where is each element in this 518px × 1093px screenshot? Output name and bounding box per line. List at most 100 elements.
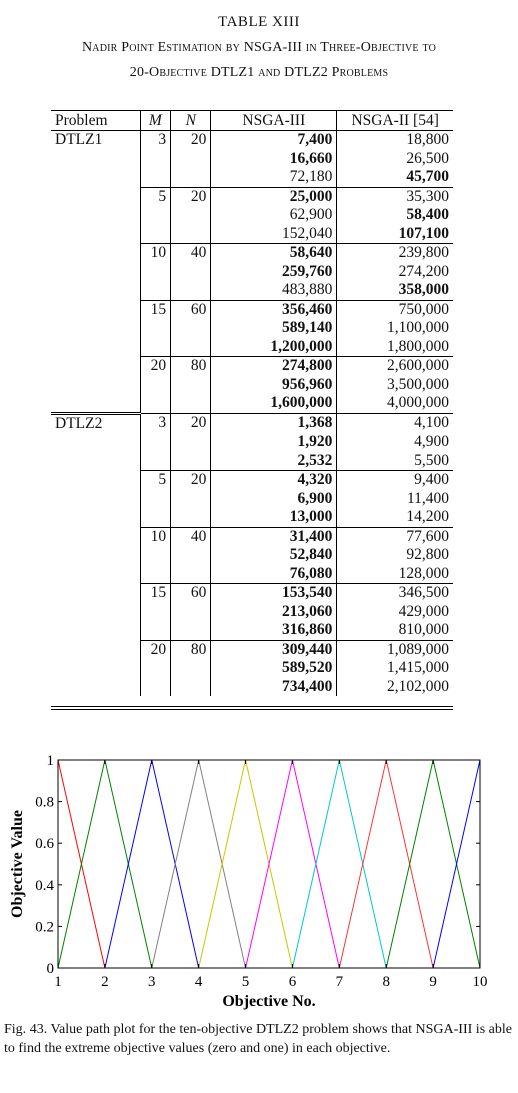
cell-n [170, 262, 211, 281]
cell-nsga2: 1,800,000 [336, 337, 453, 357]
table-row: 589,140 1,100,000 [51, 319, 453, 338]
cell-nsga3: 2,532 [210, 451, 337, 471]
cell-nsga3: 6,900 [210, 489, 337, 508]
value-path-chart: 1 2 3 4 5 6 7 8 9 10 0 0.2 0.4 0.6 0.8 1 Objective No. Ob… [0, 745, 518, 1015]
results-table: Problem M N NSGA-III NSGA-II [54] DTLZ1 3… [51, 110, 453, 696]
cell-nsga2: 9,400 [336, 470, 453, 490]
cell-nsga2: 45,700 [336, 168, 453, 187]
cell-n [170, 677, 211, 696]
cell-m [139, 262, 171, 281]
cell-problem [51, 433, 140, 452]
y-tick-label: 0.6 [35, 836, 54, 852]
cell-n [170, 149, 211, 168]
cell-m: 3 [139, 412, 171, 433]
cell-n: 60 [170, 299, 211, 319]
cell-m: 5 [139, 470, 171, 490]
table-row: 259,760 274,200 [51, 262, 453, 282]
cell-m [139, 319, 171, 338]
cell-problem [51, 263, 140, 282]
x-axis-label: Objective No. [222, 993, 315, 1010]
cell-problem [51, 338, 140, 357]
cell-m [139, 451, 171, 471]
table-row: 5 20 25,000 35,300 [51, 186, 453, 206]
cell-nsga3: 589,140 [210, 319, 337, 338]
cell-n [170, 602, 211, 621]
cell-problem [51, 319, 140, 338]
cell-n [170, 224, 211, 244]
header-n: N [170, 110, 211, 131]
table-row: DTLZ1 3 20 7,400 18,800 [51, 130, 453, 150]
y-tick-label: 0.2 [35, 919, 54, 935]
cell-problem [51, 376, 140, 395]
figure-caption: Fig. 43. Value path plot for the ten-obj… [4, 1022, 512, 1056]
cell-nsga3: 76,080 [210, 564, 337, 584]
table-row: 152,040 107,100 [51, 224, 453, 244]
cell-nsga3: 4,320 [210, 470, 337, 490]
cell-nsga3: 72,180 [210, 168, 337, 187]
cell-problem [51, 508, 140, 527]
cell-nsga3: 62,900 [210, 206, 337, 225]
table-row: 956,960 3,500,000 [51, 375, 453, 395]
y-axis-label: Objective Value [9, 810, 26, 918]
cell-m [139, 375, 171, 394]
cell-n [170, 168, 211, 187]
table-row: 20 80 274,800 2,600,000 [51, 356, 453, 376]
table-row: 1,200,000 1,800,000 [51, 337, 453, 357]
cell-m [139, 433, 171, 452]
cell-problem [51, 187, 140, 206]
cell-problem [51, 621, 140, 640]
cell-n: 20 [170, 130, 211, 150]
cell-nsga3: 259,760 [210, 262, 337, 281]
cell-m [139, 546, 171, 565]
cell-n: 40 [170, 243, 211, 263]
cell-nsga2: 14,200 [336, 508, 453, 527]
cell-nsga3: 52,840 [210, 546, 337, 565]
cell-problem [51, 357, 140, 376]
cell-n [170, 281, 211, 300]
cell-problem [51, 659, 140, 678]
cell-nsga2: 358,000 [336, 281, 453, 300]
cell-n: 80 [170, 356, 211, 376]
cell-problem [51, 394, 140, 413]
cell-n [170, 375, 211, 394]
table-row: 6,900 11,400 [51, 489, 453, 508]
cell-nsga2: 58,400 [336, 206, 453, 225]
cell-nsga3: 7,400 [210, 130, 337, 150]
cell-nsga2: 107,100 [336, 224, 453, 244]
cell-problem [51, 584, 140, 603]
x-tick-label: 4 [195, 974, 203, 990]
cell-problem [51, 300, 140, 319]
cell-n [170, 319, 211, 338]
cell-nsga3: 16,660 [210, 149, 337, 168]
cell-m [139, 677, 171, 696]
cell-n [170, 489, 211, 508]
cell-m [139, 281, 171, 300]
y-tick-label: 0.4 [35, 878, 54, 894]
cell-nsga2: 35,300 [336, 186, 453, 206]
y-tick-label: 0.8 [35, 795, 54, 811]
cell-m: 10 [139, 243, 171, 263]
cell-n [170, 206, 211, 225]
cell-nsga2: 4,900 [336, 433, 453, 452]
cell-nsga3: 356,460 [210, 299, 337, 319]
cell-nsga3: 734,400 [210, 677, 337, 696]
cell-n [170, 564, 211, 584]
table-row: 213,060 429,000 [51, 602, 453, 621]
table-row: 72,180 45,700 [51, 168, 453, 187]
x-tick-label: 8 [382, 974, 390, 990]
cell-nsga2: 810,000 [336, 621, 453, 640]
table-row: 316,860 810,000 [51, 621, 453, 640]
cell-nsga3: 274,800 [210, 356, 337, 376]
cell-problem [51, 150, 140, 169]
cell-problem [51, 452, 140, 471]
cell-nsga2: 4,000,000 [336, 394, 453, 413]
cell-problem: DTLZ2 [51, 411, 140, 433]
cell-n [170, 546, 211, 565]
cell-nsga3: 589,520 [210, 659, 337, 678]
series-line-6 [58, 759, 480, 969]
table-row: DTLZ2 3 20 1,368 4,100 [51, 411, 453, 433]
cell-n: 20 [170, 470, 211, 490]
cell-n: 20 [170, 186, 211, 206]
cell-nsga3: 483,880 [210, 281, 337, 300]
cell-nsga2: 750,000 [336, 299, 453, 319]
